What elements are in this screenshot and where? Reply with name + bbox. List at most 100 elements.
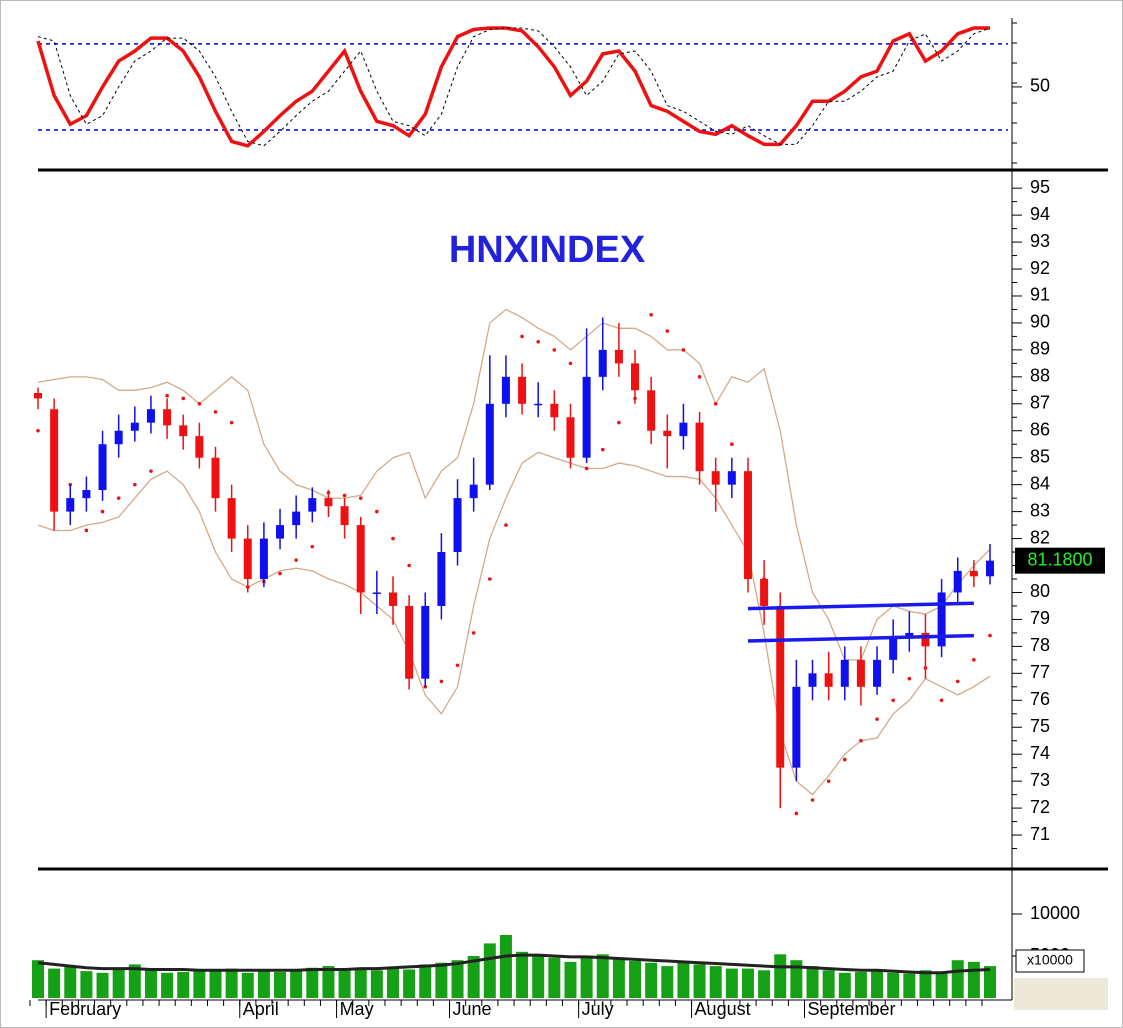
candle-body [50,409,59,512]
candle-body [631,363,640,391]
candle-body [243,538,252,579]
x-tick-label: February [49,999,121,1019]
volume-bar [758,970,771,998]
candle-body [873,659,882,687]
sar-dot [810,798,815,802]
chart-title: HNXINDEX [449,229,646,271]
sar-dot [455,663,460,668]
upper-band [37,308,991,661]
candle-body [195,436,204,458]
volume-bar [80,971,93,998]
candle-body [453,498,462,553]
volume-bar [96,972,109,998]
y-tick-label: 74 [1030,743,1050,763]
volume-bar [903,973,916,998]
sar-dot [375,509,379,514]
sar-dot [552,348,557,352]
volume-bar [64,966,77,998]
x-tick-label: May [340,999,374,1019]
candle-body [679,422,688,437]
candle-body [614,349,623,364]
sar-dot [875,717,879,721]
sar-dot [713,401,718,406]
sar-dot [681,348,686,352]
sar-dot [617,420,621,425]
candle-body [292,511,301,526]
y-tick-label: 77 [1030,662,1050,682]
sar-dot [294,558,298,562]
volume-bar [370,970,383,998]
volume-bar [854,971,867,998]
candle-body [501,376,510,404]
price-label: 81.1800 [1027,549,1092,569]
y-tick-label: 85 [1030,446,1050,466]
y-tick-label: 92 [1030,258,1050,278]
candle-body [340,506,349,526]
candle-body [163,409,172,426]
candle-body [421,605,430,679]
volume-bar [580,957,593,998]
sar-dot [859,738,863,743]
x-tick-label: June [453,999,492,1019]
y-tick-label: 95 [1030,177,1050,197]
volume-bar [48,968,61,998]
sar-dot [972,658,976,662]
sar-dot [584,466,589,471]
candle-body [695,422,704,472]
candle-body [856,659,865,687]
candle-body [953,570,962,593]
volume-bar [516,951,529,998]
volume-bar [193,969,206,998]
volume-bar [806,966,819,998]
candle-body [647,390,656,431]
sar-dot [84,528,89,533]
volume-bar [225,968,238,998]
candle-body [437,552,446,606]
candle-body [276,525,285,539]
sar-dot [665,329,670,333]
volume-bar [274,971,287,998]
volume-bar [161,972,174,998]
volume-bar [887,972,900,998]
sar-dot [568,361,573,366]
candle-body [663,430,672,437]
volume-bar [532,956,545,998]
y-tick-label: 72 [1030,797,1050,817]
candle-body [82,490,91,499]
sar-dot [504,523,508,527]
volume-bar [177,971,190,998]
sar-dot [181,396,186,401]
candle-body [550,403,559,418]
y-tick-label: 89 [1030,339,1050,359]
trend-line [747,633,974,643]
sar-dot [342,493,347,498]
candle-body [372,592,381,594]
sar-dot [391,536,395,541]
candle-body [921,632,930,647]
sar-dot [649,313,653,317]
candle-body [792,686,801,768]
y-tick-label: 86 [1030,420,1050,440]
candle-body [66,498,75,512]
y-tick-label: 76 [1030,689,1050,709]
candle-body [211,457,220,499]
y-tick-label: 73 [1030,770,1050,790]
sar-dot [358,496,363,500]
lower-band [37,451,991,796]
volume-bar [483,943,496,998]
volume-bar [241,972,254,998]
candle-body [356,525,365,593]
candle-body [405,605,414,679]
y-tick-label: 84 [1030,473,1050,493]
volume-bar [548,957,561,998]
x-tick-label: August [695,999,751,1019]
y-tick-label: 75 [1030,716,1050,736]
sar-dot [439,679,444,684]
y-tick-label: 80 [1030,581,1050,601]
volume-bar [693,964,706,998]
volume-bar [564,961,577,998]
y-tick-label: 10000 [1030,903,1080,923]
candle-body [566,417,575,458]
